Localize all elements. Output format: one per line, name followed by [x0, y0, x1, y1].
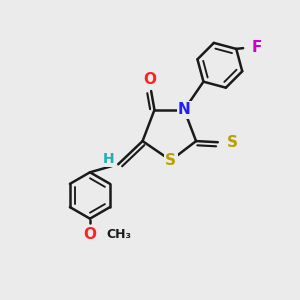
Text: H: H: [103, 152, 115, 166]
Text: S: S: [165, 154, 176, 169]
Text: F: F: [252, 40, 262, 55]
Text: S: S: [227, 135, 238, 150]
Text: O: O: [143, 72, 157, 87]
Text: CH₃: CH₃: [106, 228, 131, 241]
Text: O: O: [83, 227, 97, 242]
Text: N: N: [178, 102, 190, 117]
